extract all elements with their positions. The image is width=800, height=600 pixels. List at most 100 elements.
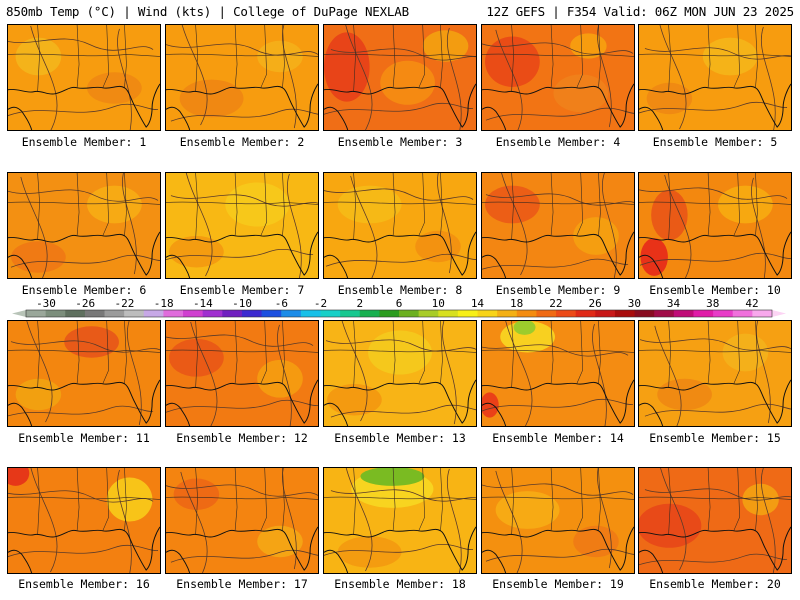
- colorbar-swatch: [752, 310, 773, 317]
- member-map-13: [323, 320, 477, 427]
- colorbar-swatch: [399, 310, 420, 317]
- coastline: [482, 526, 634, 571]
- state-border: [102, 321, 109, 384]
- height-contour: [180, 471, 208, 573]
- height-contour: [185, 173, 213, 277]
- temperature-field: [166, 468, 318, 573]
- state-border: [639, 53, 791, 57]
- state-border: [392, 25, 396, 88]
- height-contour: [8, 189, 159, 202]
- member-map-19: [481, 467, 635, 574]
- coastline: [482, 254, 507, 278]
- height-contour: [324, 188, 474, 201]
- state-border: [324, 201, 476, 205]
- state-border: [550, 173, 554, 236]
- coastline: [166, 549, 191, 573]
- colorbar-swatch: [732, 310, 753, 317]
- temperature-patch: [646, 82, 693, 115]
- height-contour: [10, 254, 160, 268]
- coastline: [482, 379, 634, 424]
- colorbar-swatch: [359, 310, 380, 317]
- height-contour: [26, 321, 53, 423]
- map-title: 850mb Temp (°C) | Wind (kts) | College o…: [6, 4, 409, 19]
- temperature-patch: [722, 333, 769, 372]
- state-border: [707, 468, 711, 531]
- state-border: [166, 201, 318, 205]
- temperature-patch: [573, 217, 619, 255]
- state-border: [234, 25, 238, 88]
- temperature-field: [324, 321, 476, 426]
- temperature-field: [8, 468, 160, 573]
- coastline: [166, 402, 191, 426]
- state-border: [550, 25, 554, 88]
- height-contour: [170, 194, 318, 207]
- state-border: [392, 173, 396, 236]
- state-border: [392, 468, 396, 531]
- colorbar-outline: [25, 309, 773, 318]
- temperature-patch: [15, 37, 62, 76]
- state-border: [733, 468, 740, 531]
- height-contour: [482, 42, 634, 55]
- colorbar-tick-label: 42: [745, 298, 758, 310]
- state-border: [8, 496, 160, 500]
- colorbar-swatch: [65, 310, 86, 317]
- height-contour: [122, 173, 137, 275]
- height-contour: [166, 334, 314, 347]
- member-label-18: Ensemble Member: 18: [334, 577, 466, 591]
- height-contour: [345, 468, 373, 572]
- height-contour: [639, 338, 791, 351]
- height-contour: [277, 324, 292, 426]
- temperature-patch: [179, 79, 244, 118]
- colorbar-tick-label: 10: [432, 298, 445, 310]
- state-border: [260, 25, 267, 88]
- member-label-9: Ensemble Member: 9: [495, 283, 621, 297]
- state-border: [260, 321, 267, 384]
- temperature-patch: [337, 185, 402, 224]
- colorbar-swatch: [222, 310, 243, 317]
- height-contour: [190, 321, 218, 426]
- height-contour: [330, 404, 476, 418]
- temperature-patch: [422, 30, 469, 62]
- state-border: [124, 173, 127, 236]
- height-contour: [602, 173, 617, 278]
- state-border: [707, 173, 711, 236]
- coastline: [166, 231, 318, 276]
- state-border: [482, 201, 634, 205]
- coastline: [639, 549, 664, 573]
- state-border: [576, 468, 583, 531]
- coastline: [482, 106, 507, 130]
- colorbar-swatch: [634, 310, 655, 317]
- member-map-2: [165, 24, 319, 131]
- colorbar-swatch: [281, 310, 302, 317]
- state-border: [166, 496, 318, 500]
- coastline: [8, 402, 33, 426]
- state-border: [102, 25, 109, 88]
- state-border: [482, 496, 634, 500]
- colorbar-tick-label: 14: [471, 298, 485, 310]
- state-border: [234, 321, 238, 384]
- state-border: [282, 468, 285, 531]
- coastline: [8, 379, 160, 424]
- height-contour: [751, 177, 766, 278]
- state-border: [440, 25, 443, 88]
- colorbar-tick-label: 30: [628, 298, 641, 310]
- state-border: [482, 53, 634, 57]
- state-border: [639, 349, 791, 353]
- height-contour: [644, 403, 791, 417]
- state-border: [576, 173, 583, 236]
- height-contour: [170, 108, 318, 122]
- temperature-field: [166, 321, 318, 426]
- temperature-patch: [380, 60, 435, 105]
- state-border: [598, 321, 601, 384]
- colorbar-swatch: [693, 310, 714, 317]
- state-border: [733, 321, 740, 384]
- height-contour: [170, 549, 318, 563]
- colorbar-tick-label: -10: [232, 298, 252, 310]
- temperature-field: [166, 25, 318, 130]
- colorbar-tick-label: 22: [549, 298, 562, 310]
- height-contour: [330, 489, 476, 502]
- colorbar-swatch: [536, 310, 557, 317]
- temperature-field: [8, 25, 160, 130]
- coastline: [8, 526, 160, 571]
